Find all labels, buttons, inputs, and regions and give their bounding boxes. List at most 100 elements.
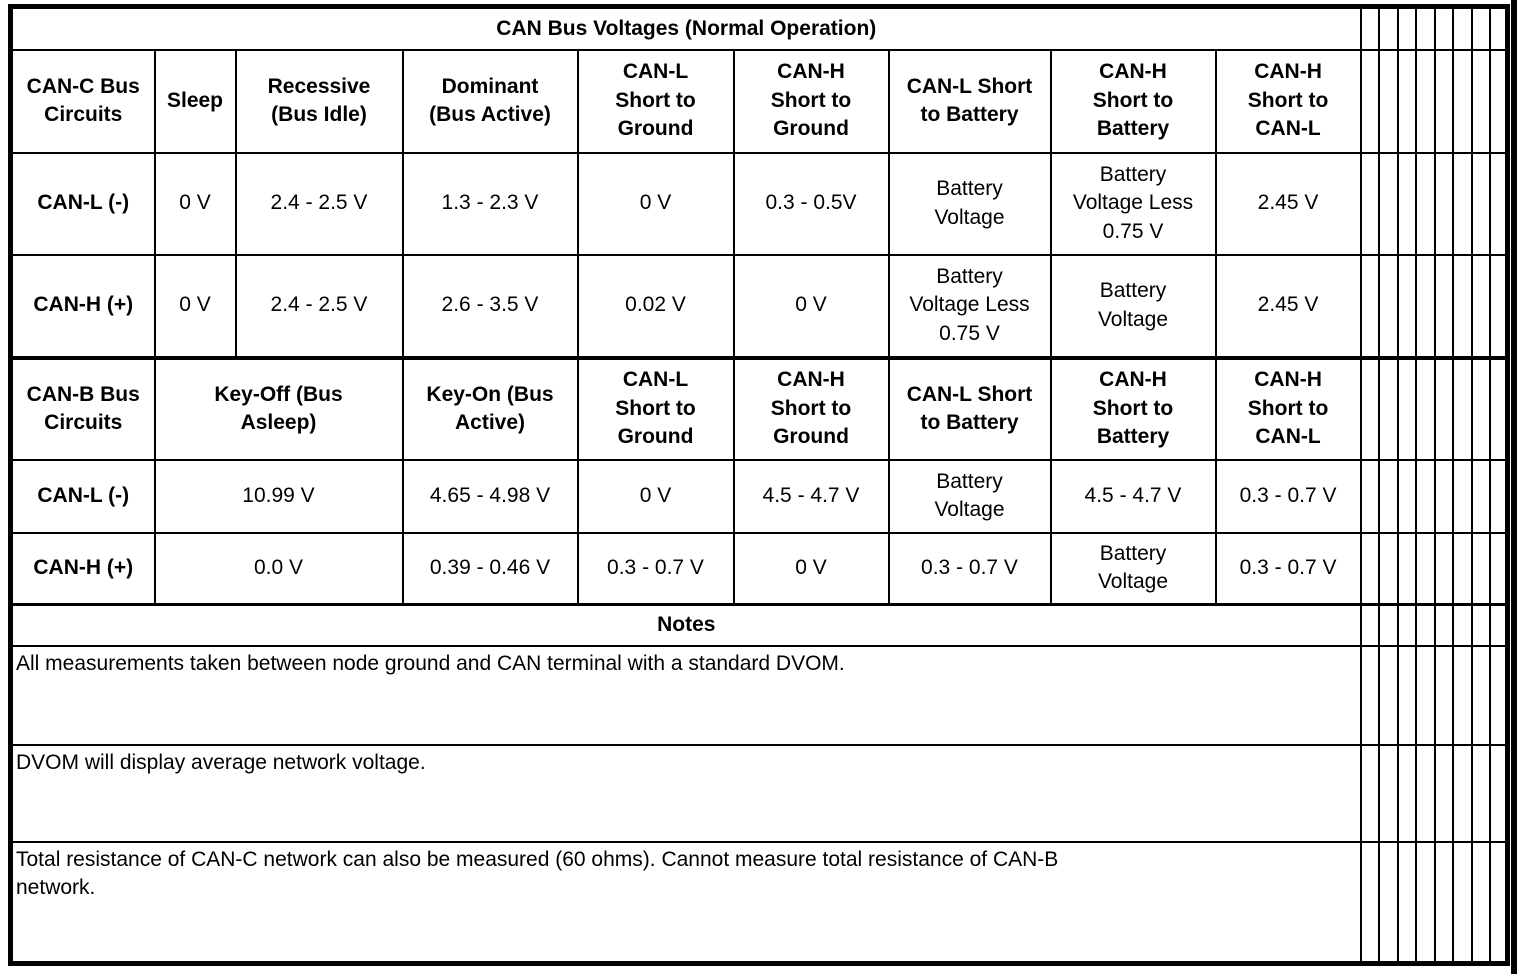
empty-cell <box>1377 355 1399 461</box>
table-title: CAN Bus Voltages (Normal Operation) <box>9 5 1362 51</box>
column-header-canh-short-battery: CAN-H Short to Battery <box>1049 48 1217 154</box>
empty-cell <box>1359 5 1380 51</box>
empty-cell <box>1433 253 1454 359</box>
empty-cell <box>1377 151 1399 256</box>
empty-cell <box>1396 458 1417 534</box>
value-cell: Battery Voltage <box>1049 531 1217 606</box>
empty-cell <box>1396 48 1417 154</box>
empty-cell <box>1414 355 1436 461</box>
note-text-3: Total resistance of CAN-C network can al… <box>9 840 1362 965</box>
value-cell: 0 V <box>576 151 735 256</box>
empty-cell <box>1451 644 1473 746</box>
value-cell: 0 V <box>153 253 237 359</box>
column-header-canb-circuits: CAN-B Bus Circuits <box>9 355 156 461</box>
value-cell: 0 V <box>153 151 237 256</box>
empty-cell <box>1433 151 1454 256</box>
empty-cell <box>1451 840 1473 965</box>
empty-cell <box>1377 603 1399 647</box>
column-header-canl-short-battery: CAN-L Short to Battery <box>887 48 1052 154</box>
empty-cell <box>1433 48 1454 154</box>
value-cell: 4.65 - 4.98 V <box>401 458 579 534</box>
empty-cell <box>1359 840 1380 965</box>
value-cell: 2.45 V <box>1214 151 1362 256</box>
value-cell: Battery Voltage <box>887 151 1052 256</box>
empty-cell <box>1377 458 1399 534</box>
empty-cell <box>1377 48 1399 154</box>
column-header-canh-short-canl: CAN-H Short to CAN-L <box>1214 48 1362 154</box>
empty-cell <box>1359 253 1380 359</box>
empty-cell <box>1414 644 1436 746</box>
value-cell: 4.5 - 4.7 V <box>732 458 890 534</box>
empty-cell <box>1451 603 1473 647</box>
empty-cell <box>1488 151 1509 256</box>
empty-cell <box>1359 151 1380 256</box>
value-cell: 0.39 - 0.46 V <box>401 531 579 606</box>
empty-cell <box>1451 151 1473 256</box>
empty-cell <box>1470 151 1491 256</box>
empty-cell <box>1488 458 1509 534</box>
row-label-canc-canl: CAN-L (-) <box>9 151 156 256</box>
empty-cell <box>1414 48 1436 154</box>
value-cell: 0.3 - 0.5V <box>732 151 890 256</box>
row-label-canb-canl: CAN-L (-) <box>9 458 156 534</box>
value-cell: 0.3 - 0.7 V <box>1214 458 1362 534</box>
value-cell: 0 V <box>732 253 890 359</box>
empty-cell <box>1470 253 1491 359</box>
empty-cell <box>1396 253 1417 359</box>
empty-cell <box>1470 5 1491 51</box>
empty-cell <box>1377 5 1399 51</box>
empty-cell <box>1488 5 1509 51</box>
empty-cell <box>1433 644 1454 746</box>
column-header-canc-circuits: CAN-C Bus Circuits <box>9 48 156 154</box>
note-text-1: All measurements taken between node grou… <box>9 644 1362 746</box>
value-cell: 0.3 - 0.7 V <box>887 531 1052 606</box>
empty-cell <box>1433 840 1454 965</box>
empty-cell <box>1451 253 1473 359</box>
empty-cell <box>1433 5 1454 51</box>
empty-cell <box>1470 48 1491 154</box>
page-edge-line <box>1511 0 1517 974</box>
empty-cell <box>1359 603 1380 647</box>
column-header-canh-short-canl-b: CAN-H Short to CAN-L <box>1214 355 1362 461</box>
empty-cell <box>1488 355 1509 461</box>
column-header-sleep: Sleep <box>153 48 237 154</box>
empty-cell <box>1396 355 1417 461</box>
empty-cell <box>1359 644 1380 746</box>
empty-cell <box>1470 531 1491 606</box>
empty-cell <box>1396 151 1417 256</box>
column-header-canh-short-battery-b: CAN-H Short to Battery <box>1049 355 1217 461</box>
empty-cell <box>1451 458 1473 534</box>
empty-cell <box>1396 5 1417 51</box>
value-cell: Battery Voltage <box>887 458 1052 534</box>
value-cell: 1.3 - 2.3 V <box>401 151 579 256</box>
notes-header: Notes <box>9 603 1362 647</box>
value-cell: 0.0 V <box>153 531 404 606</box>
value-cell: 10.99 V <box>153 458 404 534</box>
empty-cell <box>1396 840 1417 965</box>
empty-cell <box>1470 355 1491 461</box>
empty-cell <box>1377 644 1399 746</box>
value-cell: 0.3 - 0.7 V <box>1214 531 1362 606</box>
empty-cell <box>1359 355 1380 461</box>
note-text-2: DVOM will display average network voltag… <box>9 743 1362 843</box>
empty-cell <box>1451 355 1473 461</box>
value-cell: Battery Voltage Less 0.75 V <box>887 253 1052 359</box>
empty-cell <box>1488 253 1509 359</box>
empty-cell <box>1377 840 1399 965</box>
empty-cell <box>1470 458 1491 534</box>
column-header-keyon: Key-On (Bus Active) <box>401 355 579 461</box>
value-cell: 0 V <box>732 531 890 606</box>
empty-cell <box>1414 253 1436 359</box>
empty-cell <box>1451 5 1473 51</box>
empty-cell <box>1396 603 1417 647</box>
row-label-canc-canh: CAN-H (+) <box>9 253 156 359</box>
column-header-dominant: Dominant (Bus Active) <box>401 48 579 154</box>
empty-cell <box>1396 644 1417 746</box>
can-bus-voltage-table: CAN Bus Voltages (Normal Operation) CAN-… <box>8 4 1511 966</box>
empty-cell <box>1433 603 1454 647</box>
empty-cell <box>1414 603 1436 647</box>
empty-cell <box>1433 531 1454 606</box>
value-cell: 2.4 - 2.5 V <box>234 151 404 256</box>
empty-cell <box>1433 355 1454 461</box>
column-header-recessive: Recessive (Bus Idle) <box>234 48 404 154</box>
